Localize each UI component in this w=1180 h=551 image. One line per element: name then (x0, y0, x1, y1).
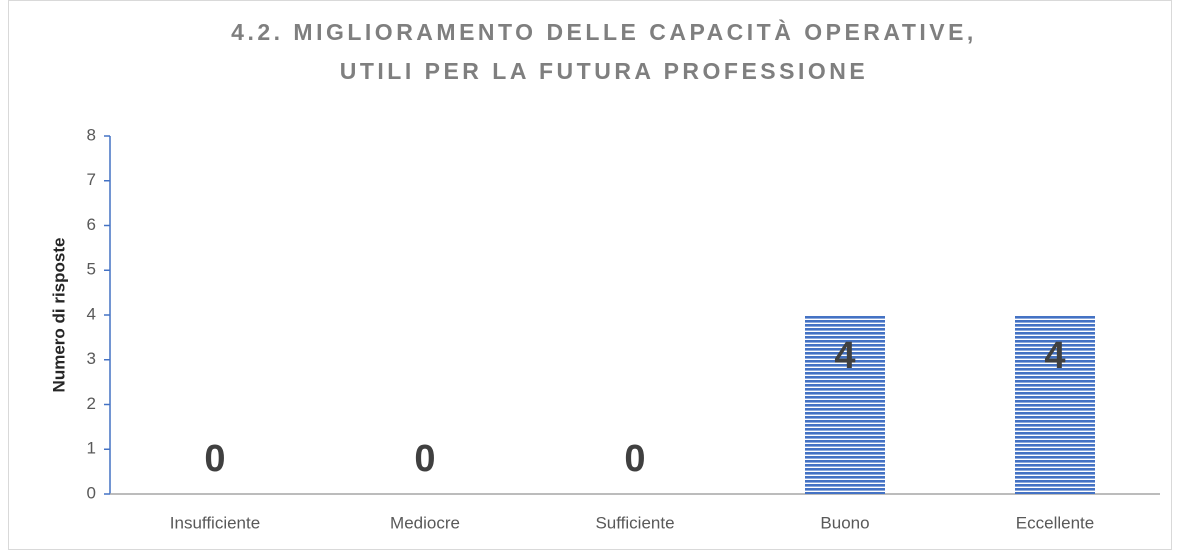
x-tick-label: Sufficiente (595, 513, 674, 532)
y-tick-label: 6 (87, 215, 96, 234)
chart-border (8, 0, 1172, 550)
x-tick-label: Eccellente (1016, 513, 1094, 532)
y-tick-label: 8 (87, 125, 96, 144)
y-tick-label: 3 (87, 349, 96, 368)
bar (1015, 315, 1095, 494)
chart-title: 4.2. MIGLIORAMENTO DELLE CAPACITÀ OPERAT… (231, 18, 977, 45)
y-tick-label: 0 (87, 483, 96, 502)
x-tick-label: Mediocre (390, 513, 460, 532)
x-tick-label: Buono (820, 513, 869, 532)
chart-title: UTILI PER LA FUTURA PROFESSIONE (340, 58, 868, 84)
data-label: 4 (834, 335, 855, 377)
data-label: 4 (1044, 335, 1065, 377)
x-tick-label: Insufficiente (170, 513, 260, 532)
y-tick-label: 1 (87, 439, 96, 458)
data-label: 0 (204, 438, 225, 480)
y-tick-label: 5 (87, 260, 96, 279)
bar (805, 315, 885, 494)
y-tick-label: 2 (87, 394, 96, 413)
data-label: 0 (624, 438, 645, 480)
y-tick-label: 4 (87, 304, 96, 323)
y-axis-label: Numero di risposte (49, 238, 68, 393)
y-tick-label: 7 (87, 170, 96, 189)
data-label: 0 (414, 438, 435, 480)
